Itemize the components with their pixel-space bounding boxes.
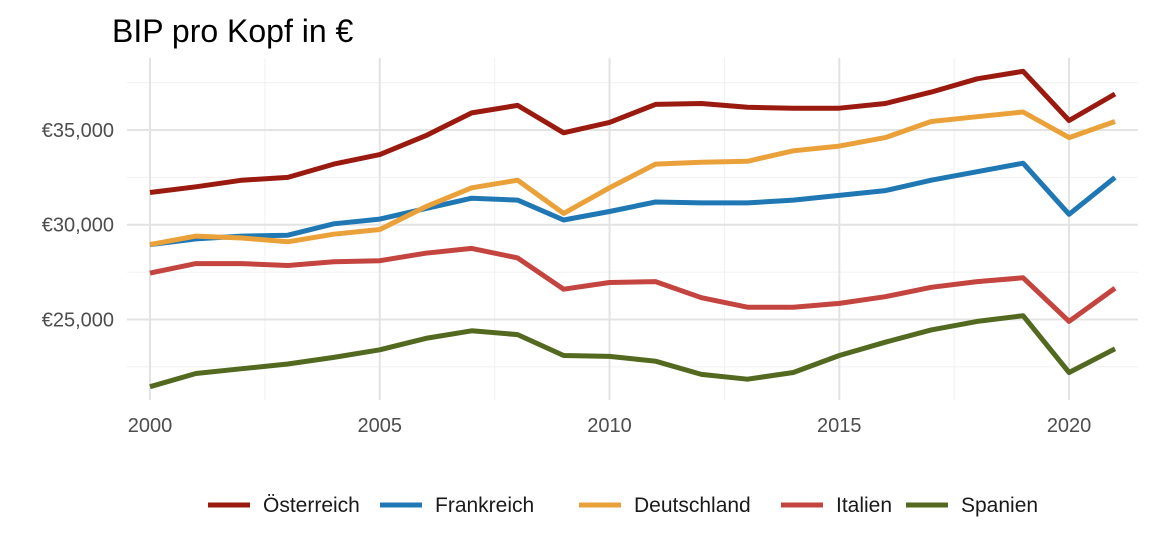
legend-label: Spanien	[961, 494, 1038, 517]
x-tick-label: 2000	[128, 415, 173, 437]
series-line-4	[150, 316, 1115, 387]
chart-title: BIP pro Kopf in €	[112, 13, 354, 49]
x-tick-label: 2010	[587, 415, 632, 437]
legend-label: Frankreich	[435, 494, 534, 517]
legend-label: Deutschland	[634, 494, 751, 517]
x-tick-label: 2015	[817, 415, 862, 437]
x-axis-tick-labels: 2000 2005 2010 2015 2020	[128, 415, 1092, 437]
y-axis-tick-labels: €25,000 €30,000 €35,000	[42, 120, 114, 331]
x-tick-label: 2020	[1047, 415, 1092, 437]
y-tick-label: €30,000	[42, 215, 114, 237]
x-tick-label: 2005	[358, 415, 403, 437]
y-tick-label: €35,000	[42, 120, 114, 142]
series-lines	[150, 71, 1115, 386]
legend: Österreich Frankreich Deutschland Italien Sp…	[208, 494, 1038, 517]
legend-label: Italien	[836, 494, 892, 517]
y-tick-label: €25,000	[42, 309, 114, 331]
legend-label: Österreich	[263, 494, 360, 517]
series-line-3	[150, 248, 1115, 321]
gridlines	[127, 58, 1138, 400]
